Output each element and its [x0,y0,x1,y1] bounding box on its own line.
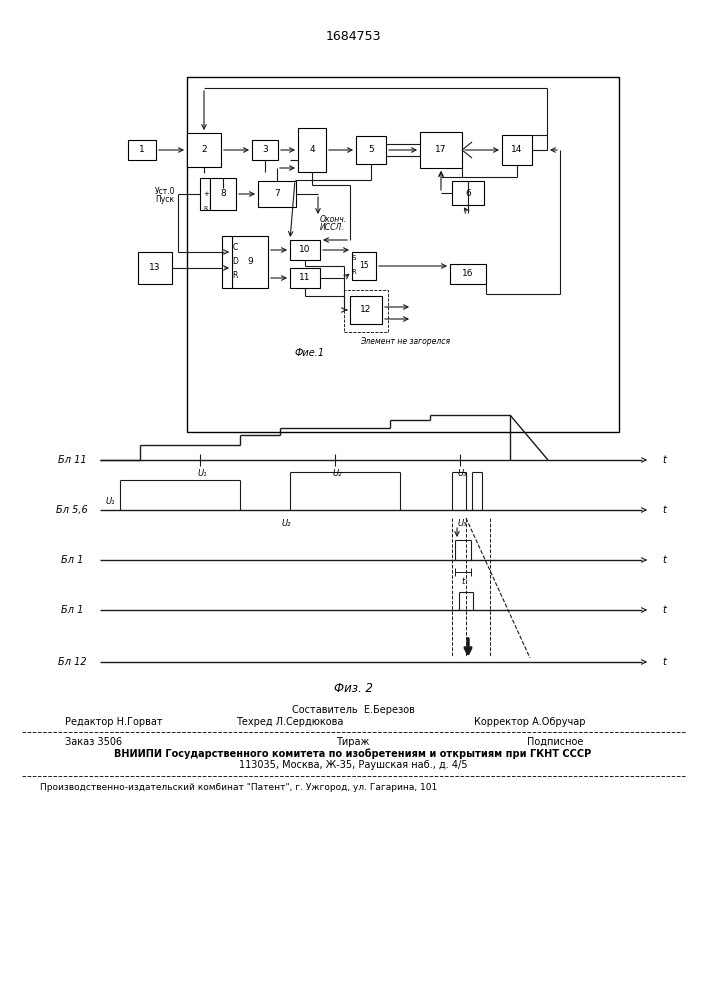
Text: D: D [232,257,238,266]
Text: Техред Л.Сердюкова: Техред Л.Сердюкова [236,717,344,727]
Text: Уст.0: Уст.0 [155,188,175,196]
Bar [356,136,386,164]
Text: 2: 2 [201,145,207,154]
Text: Бл 1: Бл 1 [61,605,83,615]
Bar [252,140,278,160]
Text: S: S [352,255,356,261]
Text: Корректор А.Обручар: Корректор А.Обручар [474,717,586,727]
Text: t: t [662,657,666,667]
Bar [452,181,484,205]
Bar [232,236,268,288]
Text: 5: 5 [368,145,374,154]
Text: t: t [662,455,666,465]
Text: ИССЛ.: ИССЛ. [320,224,344,232]
Text: Пуск: Пуск [155,196,174,205]
Text: U₁: U₁ [197,470,206,479]
Text: R: R [351,269,356,275]
Text: Подписное: Подписное [527,737,583,747]
Text: Бл 1: Бл 1 [61,555,83,565]
Text: Заказ 3506: Заказ 3506 [65,737,122,747]
Bar [187,77,619,432]
Text: t: t [662,505,666,515]
Bar [200,178,210,210]
Text: Бл 12: Бл 12 [58,657,86,667]
Text: U₁: U₁ [105,497,115,506]
Text: 10: 10 [299,245,311,254]
Text: C: C [233,243,238,252]
Text: 3: 3 [262,145,268,154]
Text: 13: 13 [149,263,160,272]
Text: 1: 1 [139,145,145,154]
Bar [187,133,221,167]
Text: U₂: U₂ [281,518,291,528]
Text: 8: 8 [220,190,226,198]
Text: t: t [662,605,666,615]
Bar [128,140,156,160]
Text: 17: 17 [436,145,447,154]
Text: 16: 16 [462,269,474,278]
Text: Физ. 2: Физ. 2 [334,682,373,694]
Text: Оконч.: Оконч. [320,216,347,225]
Text: 7: 7 [274,190,280,198]
Text: Бл 11: Бл 11 [58,455,86,465]
Text: Составитель  Е.Березов: Составитель Е.Березов [291,705,414,715]
Text: U₃: U₃ [457,518,467,528]
Text: 11: 11 [299,273,311,282]
Text: 14: 14 [511,145,522,154]
Bar [420,132,462,168]
Bar [138,252,172,284]
Bar [290,240,320,260]
Text: U₂: U₂ [332,470,341,479]
Text: +: + [203,191,209,197]
Text: 113035, Москва, Ж-35, Раушская наб., д. 4/5: 113035, Москва, Ж-35, Раушская наб., д. … [239,760,467,770]
Text: 4: 4 [309,145,315,154]
Text: U₃: U₃ [457,470,467,479]
Bar [298,128,326,172]
Text: 6: 6 [465,188,471,198]
Bar [222,236,232,288]
Bar [290,268,320,288]
Bar [344,290,388,332]
Text: 12: 12 [361,306,372,314]
Text: 1684753: 1684753 [325,30,381,43]
Bar [258,181,296,207]
Text: t: t [662,555,666,565]
Text: Бл 5,6: Бл 5,6 [56,505,88,515]
Text: t: t [462,578,464,586]
Bar [502,135,532,165]
Text: R: R [203,206,207,211]
Text: 9: 9 [247,257,253,266]
Text: ВНИИПИ Государственного комитета по изобретениям и открытиям при ГКНТ СССР: ВНИИПИ Государственного комитета по изоб… [115,749,592,759]
Bar [350,296,382,324]
Text: Производственно-издательский комбинат "Патент", г. Ужгород, ул. Гагарина, 101: Производственно-издательский комбинат "П… [40,782,437,792]
Text: Фие.1: Фие.1 [295,348,325,358]
Text: Элемент не загорелся: Элемент не загорелся [360,336,450,346]
Text: R: R [233,271,238,280]
Text: Редактор Н.Горват: Редактор Н.Горват [65,717,163,727]
Bar [450,264,486,284]
Text: Тираж: Тираж [337,737,370,747]
Text: 15: 15 [359,261,369,270]
Bar [210,178,236,210]
Bar [352,252,376,280]
